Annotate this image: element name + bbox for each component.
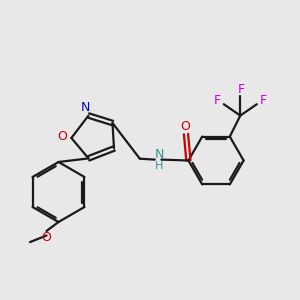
- Text: F: F: [260, 94, 267, 107]
- Text: F: F: [238, 83, 245, 96]
- Text: F: F: [214, 94, 221, 107]
- Text: O: O: [181, 120, 190, 133]
- Text: O: O: [58, 130, 67, 143]
- Text: N: N: [81, 100, 90, 114]
- Text: N: N: [154, 148, 164, 161]
- Text: H: H: [155, 161, 163, 171]
- Text: O: O: [42, 231, 51, 244]
